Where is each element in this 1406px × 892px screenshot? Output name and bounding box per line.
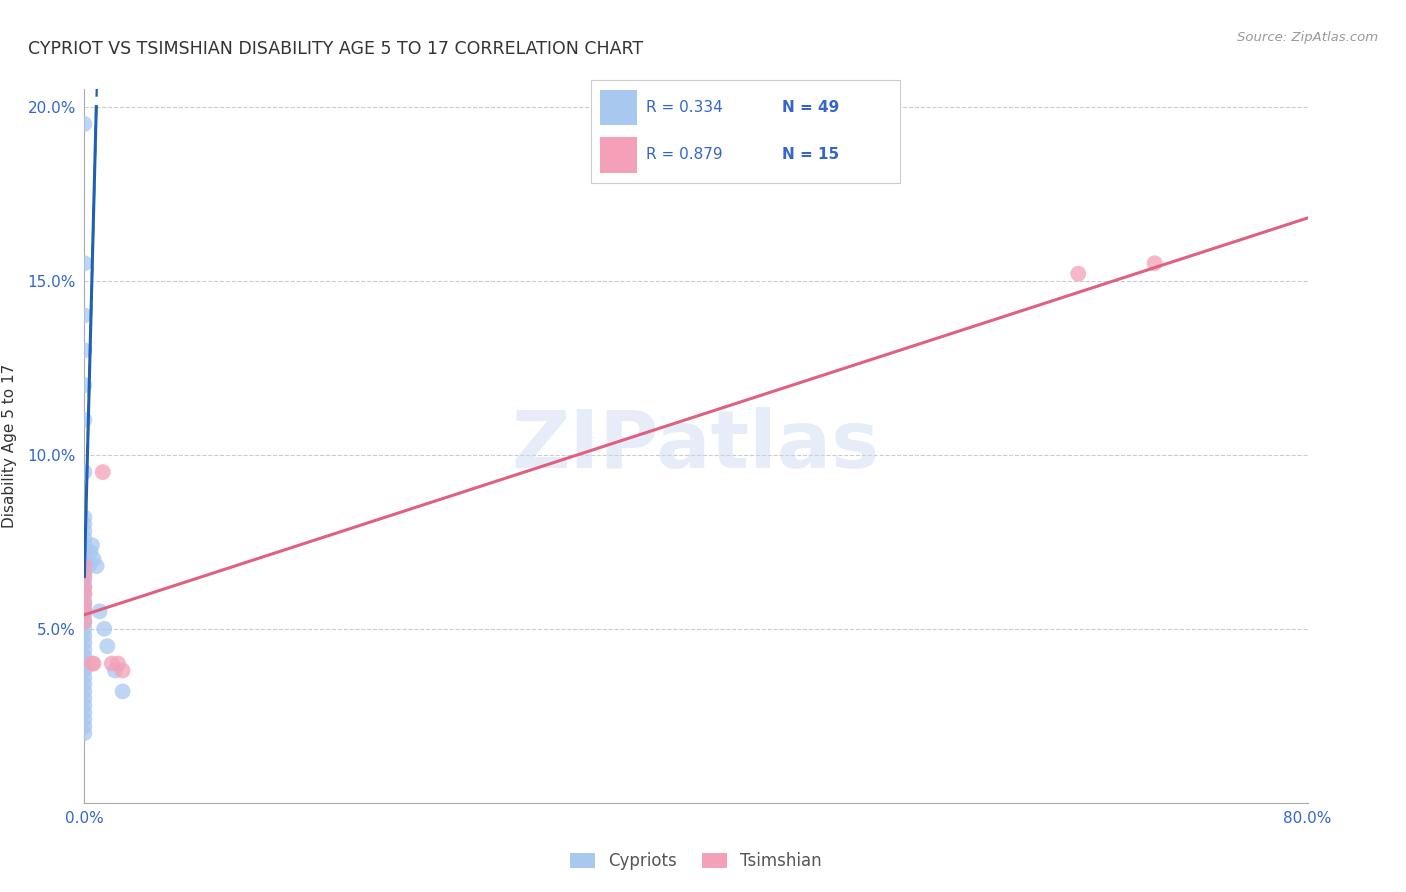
- Point: [83, 657, 105, 671]
- Point: [101, 657, 124, 671]
- Text: R = 0.879: R = 0.879: [647, 147, 723, 162]
- Point: [73, 569, 96, 583]
- Point: [73, 719, 96, 733]
- Point: [73, 573, 96, 587]
- Point: [73, 698, 96, 713]
- Point: [73, 559, 96, 574]
- Point: [73, 552, 96, 566]
- Legend: Cypriots, Tsimshian: Cypriots, Tsimshian: [564, 846, 828, 877]
- Point: [73, 671, 96, 685]
- Point: [73, 580, 96, 594]
- Point: [73, 615, 96, 629]
- Point: [73, 726, 96, 740]
- Point: [73, 677, 96, 691]
- Point: [73, 712, 96, 726]
- Point: [83, 552, 105, 566]
- Point: [73, 598, 96, 612]
- Point: [96, 639, 118, 653]
- Point: [89, 604, 111, 618]
- Point: [79, 545, 101, 559]
- Point: [91, 465, 114, 479]
- Point: [1143, 256, 1166, 270]
- Point: [73, 531, 96, 545]
- Point: [73, 664, 96, 678]
- Point: [73, 587, 96, 601]
- Point: [73, 117, 96, 131]
- Point: [73, 309, 96, 323]
- Point: [80, 538, 103, 552]
- Point: [107, 657, 129, 671]
- Point: [73, 622, 96, 636]
- Text: ZIPatlas: ZIPatlas: [512, 407, 880, 485]
- Point: [86, 559, 108, 574]
- Point: [73, 615, 96, 629]
- Point: [73, 545, 96, 559]
- Point: [111, 684, 134, 698]
- Point: [73, 587, 96, 601]
- Bar: [600, 89, 637, 126]
- Point: [73, 378, 96, 392]
- Text: N = 15: N = 15: [782, 147, 839, 162]
- Point: [73, 465, 96, 479]
- Point: [73, 256, 96, 270]
- Point: [73, 566, 96, 580]
- Point: [73, 684, 96, 698]
- Point: [73, 642, 96, 657]
- Bar: [600, 136, 637, 173]
- Point: [73, 594, 96, 608]
- Point: [77, 559, 100, 574]
- Text: Source: ZipAtlas.com: Source: ZipAtlas.com: [1237, 31, 1378, 45]
- Point: [73, 580, 96, 594]
- Point: [73, 657, 96, 671]
- Point: [73, 559, 96, 574]
- Text: CYPRIOT VS TSIMSHIAN DISABILITY AGE 5 TO 17 CORRELATION CHART: CYPRIOT VS TSIMSHIAN DISABILITY AGE 5 TO…: [28, 40, 644, 58]
- Point: [1067, 267, 1090, 281]
- Point: [73, 635, 96, 649]
- Text: N = 49: N = 49: [782, 100, 839, 115]
- Point: [111, 664, 134, 678]
- Point: [73, 510, 96, 524]
- Point: [73, 600, 96, 615]
- Point: [73, 538, 96, 552]
- Point: [104, 664, 127, 678]
- Point: [73, 524, 96, 539]
- Point: [93, 622, 115, 636]
- Point: [73, 649, 96, 664]
- Point: [73, 706, 96, 720]
- Point: [73, 607, 96, 622]
- Y-axis label: Disability Age 5 to 17: Disability Age 5 to 17: [1, 364, 17, 528]
- Text: R = 0.334: R = 0.334: [647, 100, 723, 115]
- Point: [73, 629, 96, 643]
- Point: [73, 517, 96, 532]
- Point: [73, 691, 96, 706]
- Point: [73, 343, 96, 358]
- Point: [80, 657, 103, 671]
- Point: [73, 413, 96, 427]
- Point: [73, 604, 96, 618]
